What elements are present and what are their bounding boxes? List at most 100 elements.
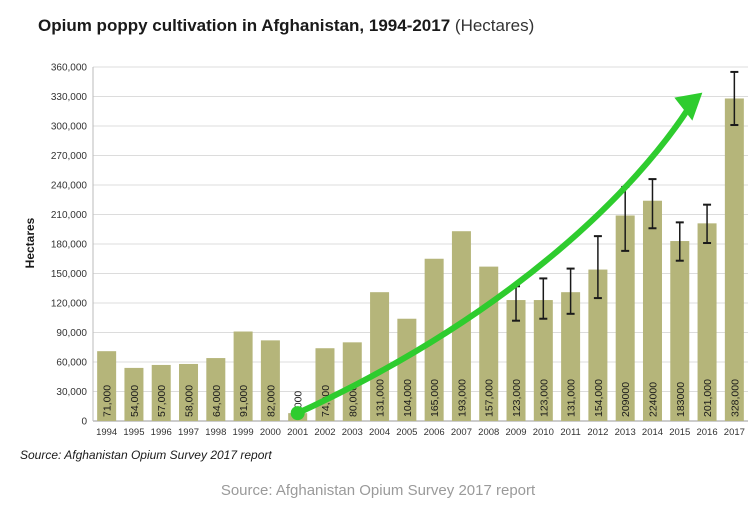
bar-2012 (588, 269, 608, 421)
x-tick-label: 2015 (669, 427, 690, 438)
bar-2000 (260, 340, 280, 421)
gridlines (92, 66, 748, 422)
bar-1994 (97, 351, 117, 421)
x-tick-label: 1994 (96, 427, 117, 438)
bar-2015 (670, 241, 690, 421)
x-tick-label: 2005 (396, 427, 417, 438)
x-tick-label: 1999 (233, 427, 254, 438)
data-label-2008: 157,000 (484, 379, 496, 417)
error-bar-2014 (648, 178, 657, 230)
y-axis-ticks: 0 30,000 60,000 90,000 120,000 150,000 180,000… (51, 63, 88, 428)
data-label-2012: 154,000 (593, 379, 605, 417)
data-label-2015: 183000 (675, 382, 687, 417)
x-tick-label: 2012 (587, 427, 608, 438)
bar-2004 (370, 292, 390, 421)
x-tick-label: 2009 (505, 427, 526, 438)
data-label-2014: 224000 (647, 382, 659, 417)
trend-arrow-line (294, 105, 692, 417)
y-tick-label: 360,000 (51, 63, 88, 74)
x-tick-label: 1995 (123, 427, 144, 438)
x-tick-label: 2002 (314, 427, 335, 438)
data-label-1998: 64,000 (211, 385, 223, 417)
x-tick-label: 2006 (424, 427, 445, 438)
x-tick-label: 2001 (287, 427, 308, 438)
bar-2016 (697, 223, 717, 421)
bar-2003 (342, 342, 362, 421)
x-axis-ticks: 1994 1995 1996 1997 1998 1999 2000 2001 2002 2003… (96, 427, 745, 438)
x-tick-label: 2010 (533, 427, 554, 438)
error-bars (512, 70, 739, 322)
data-label-2011: 131,000 (566, 379, 578, 417)
x-tick-label: 2007 (451, 427, 472, 438)
error-bar-2011 (566, 267, 575, 315)
bar-1999 (233, 331, 253, 421)
y-tick-label: 120,000 (51, 299, 88, 310)
error-bar-2017 (730, 70, 739, 127)
bar-1998 (206, 358, 226, 421)
x-tick-label: 2004 (369, 427, 390, 438)
data-label-1999: 91,000 (238, 385, 250, 417)
chart-title-text: Opium poppy cultivation in Afghanistan, … (38, 16, 451, 35)
chart-title: Opium poppy cultivation in Afghanistan, … (38, 16, 534, 36)
data-label-1997: 58,000 (184, 385, 196, 417)
data-label-2005: 104,000 (402, 379, 414, 417)
data-label-2010: 123,000 (538, 379, 550, 417)
y-tick-label: 330,000 (51, 92, 88, 103)
y-tick-label: 180,000 (51, 240, 88, 251)
x-tick-label: 2011 (560, 427, 580, 438)
x-tick-label: 2017 (724, 427, 745, 438)
trend-arrow (290, 92, 703, 421)
y-tick-label: 30,000 (56, 387, 87, 398)
x-tick-label: 2003 (342, 427, 363, 438)
bar-2013 (615, 215, 635, 421)
data-label-1994: 71,000 (102, 385, 114, 417)
data-label-2016: 201,000 (702, 379, 714, 417)
y-tick-label: 150,000 (51, 269, 88, 280)
x-tick-label: 2000 (260, 427, 281, 438)
y-tick-label: 210,000 (51, 210, 88, 221)
bar-2009 (506, 300, 526, 421)
chart-source-note: Source: Afghanistan Opium Survey 2017 re… (20, 448, 272, 462)
y-axis-label: Hectares (23, 217, 37, 268)
x-tick-label: 1998 (205, 427, 226, 438)
x-tick-label: 2014 (642, 427, 663, 438)
data-label-1995: 54,000 (129, 385, 141, 417)
x-tick-label: 2013 (615, 427, 636, 438)
y-tick-label: 300,000 (51, 122, 88, 133)
y-tick-label: 270,000 (51, 151, 88, 162)
trend-arrow-head (674, 92, 703, 121)
figure-caption: Source: Afghanistan Opium Survey 2017 re… (220, 482, 536, 499)
data-label-2013: 209000 (620, 382, 632, 417)
error-bar-2010 (539, 277, 548, 320)
bars (97, 98, 744, 421)
chart-title-unit: (Hectares) (454, 16, 535, 35)
data-label-1996: 57,000 (156, 385, 168, 417)
bar-2005 (397, 318, 417, 421)
x-tick-label: 2016 (696, 427, 717, 438)
bar-2011 (561, 292, 581, 421)
data-label-2003: 80,000 (347, 385, 359, 417)
y-tick-label: 90,000 (56, 328, 87, 339)
data-label-2006: 165,000 (429, 379, 441, 417)
y-tick-label: 240,000 (51, 181, 88, 192)
error-bar-2016 (703, 203, 712, 245)
x-tick-label: 2008 (478, 427, 499, 438)
data-label-2000: 82,000 (265, 385, 277, 417)
bar-1996 (151, 364, 171, 421)
data-label-2007: 193,000 (456, 379, 468, 417)
y-tick-label: 0 (81, 417, 87, 428)
x-tick-label: 1997 (178, 427, 199, 438)
x-tick-label: 1996 (151, 427, 172, 438)
bar-2017 (724, 98, 744, 421)
bar-1997 (179, 363, 199, 421)
error-bar-2012 (593, 235, 602, 300)
data-label-2009: 123,000 (511, 379, 523, 417)
bar-1995 (124, 367, 144, 421)
y-tick-label: 60,000 (56, 358, 87, 369)
error-bar-2015 (675, 221, 684, 262)
bar-2014 (642, 200, 662, 421)
bar-2010 (533, 300, 553, 421)
data-label-2017: 328,000 (729, 379, 741, 417)
data-label-2004: 131,000 (375, 379, 387, 417)
